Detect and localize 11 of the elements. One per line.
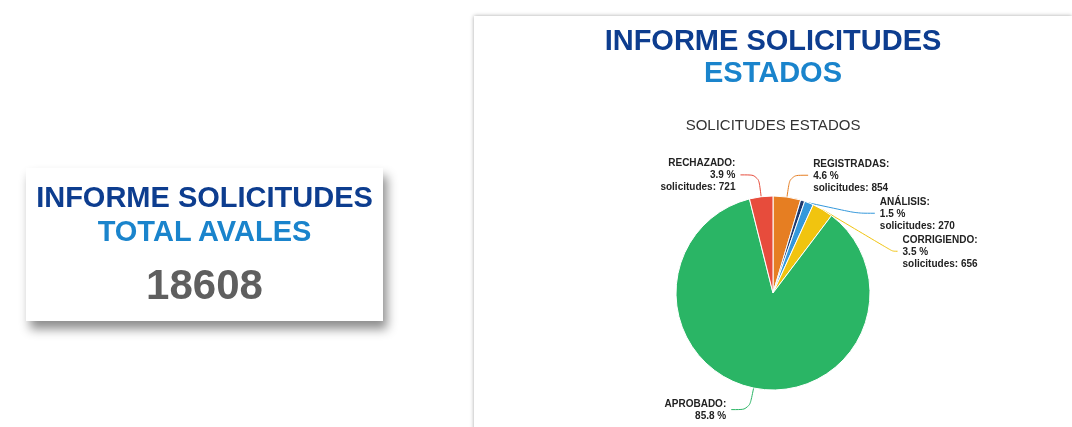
slice-label: APROBADO: 85.8 %: [664, 398, 727, 422]
slice-label: CORRIGIENDO: 3.5 % solicitudes: 656: [902, 233, 979, 269]
chart-title: INFORME SOLICITUDES: [603, 24, 943, 56]
text: INFORME SOLICITUDES: [35, 180, 374, 214]
text: SOLICITUDES ESTADOS: [685, 116, 861, 133]
chart-subtitle: ESTADOS: [702, 56, 843, 88]
slice-label: REGISTRADAS: 4.6 % solicitudes: 854: [813, 157, 890, 193]
text: 18608: [145, 261, 264, 308]
slice-label: ANÁLISIS: 1.5 % solicitudes: 270: [879, 194, 956, 231]
text: TOTAL AVALES: [96, 214, 313, 248]
slice-label: RECHAZADO: 3.9 % solicitudes: 721: [660, 157, 736, 193]
